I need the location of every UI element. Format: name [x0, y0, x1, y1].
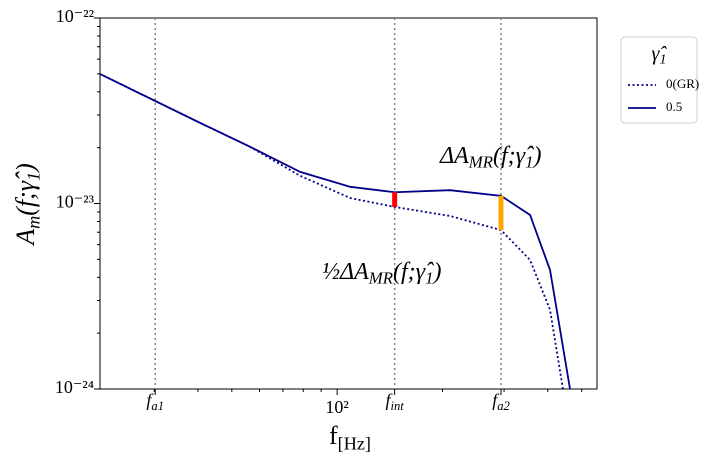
- y-tick-label: 10⁻²²: [56, 6, 94, 26]
- subscript: MR: [368, 269, 393, 288]
- text-part: ½ΔA: [322, 259, 369, 285]
- subscript: 1: [525, 153, 533, 172]
- x-axis-label: f[Hz]: [329, 421, 371, 453]
- reference-label: fint: [385, 390, 404, 413]
- text-part: f: [492, 390, 500, 410]
- line-series: [99, 73, 571, 390]
- legend-box: [620, 36, 698, 124]
- y-axis-label: Am(f;γ̂1): [11, 163, 43, 247]
- subscript: m: [23, 216, 43, 229]
- text-part: ΔA: [439, 143, 469, 169]
- text-part: ): [11, 163, 40, 174]
- line-series: [99, 73, 564, 390]
- text-part: f: [329, 421, 338, 450]
- legend-label: 0.5: [666, 99, 682, 114]
- annotation: ΔAMR(f;γ̂1): [439, 143, 541, 172]
- y-tick-label: 10⁻²⁴: [55, 377, 94, 397]
- annotation: ½ΔAMR(f;γ̂1): [322, 259, 441, 288]
- subscript: int: [391, 399, 405, 413]
- reference-label: fa2: [492, 390, 510, 413]
- subscript: 1: [425, 269, 433, 288]
- subscript: 1: [659, 53, 666, 68]
- text-part: A: [11, 229, 40, 247]
- interval-bar: [392, 192, 398, 207]
- text-part: f: [385, 390, 393, 410]
- subscript: 1: [23, 172, 43, 181]
- text-part: ): [531, 143, 541, 169]
- legend-label: 0(GR): [666, 76, 699, 91]
- text-part: f: [146, 390, 154, 410]
- subscript: MR: [468, 153, 493, 172]
- reference-label: fa1: [146, 390, 164, 413]
- x-tick-label: 10²: [325, 397, 348, 417]
- subscript: [Hz]: [338, 433, 371, 453]
- plot-frame: [99, 17, 598, 390]
- y-tick-label: 10⁻²³: [56, 192, 95, 212]
- subscript: a1: [151, 399, 164, 413]
- interval-bar: [498, 195, 504, 231]
- text-part: ): [431, 259, 441, 285]
- subscript: a2: [497, 399, 510, 413]
